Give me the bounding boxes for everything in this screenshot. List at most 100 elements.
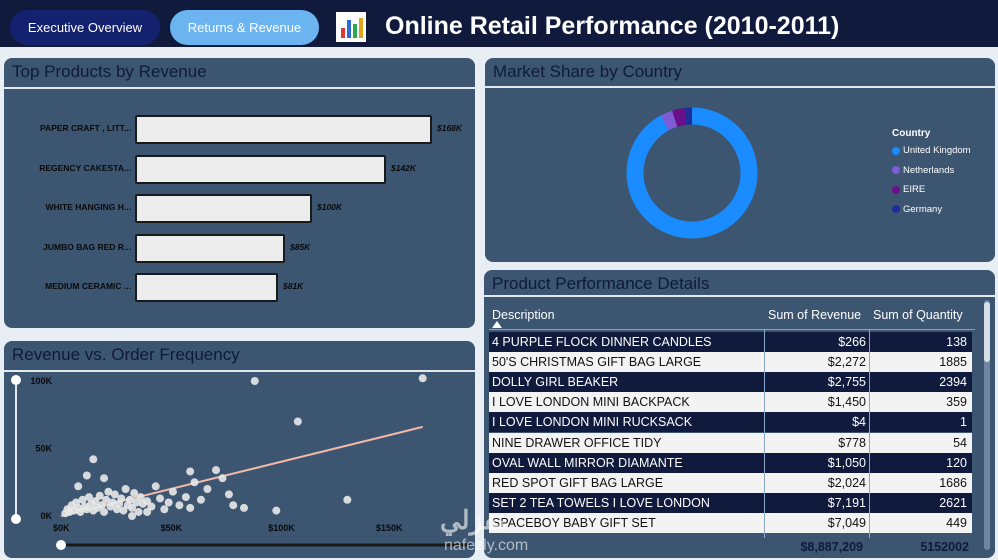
scatter-point[interactable] <box>132 498 141 507</box>
scatter-point[interactable] <box>97 501 106 510</box>
scatter-point[interactable] <box>293 417 302 426</box>
bar-value-label: $168K <box>437 123 463 133</box>
cell-quantity: 449 <box>946 515 967 530</box>
header-divider <box>489 329 975 330</box>
table-row[interactable]: 4 PURPLE FLOCK DINNER CANDLES $266 138 <box>489 332 972 352</box>
table-scrollbar[interactable] <box>984 300 990 550</box>
table-row[interactable]: I LOVE LONDON MINI BACKPACK $1,450 359 <box>489 392 972 413</box>
scatter-point[interactable] <box>229 501 238 510</box>
x-range-slider[interactable] <box>54 538 474 552</box>
scatter-point[interactable] <box>250 377 259 385</box>
nav-returns-revenue-button[interactable]: Returns & Revenue <box>170 10 319 45</box>
scatter-point[interactable] <box>147 502 156 511</box>
scatter-point[interactable] <box>74 482 83 491</box>
scatter-point[interactable] <box>82 505 91 514</box>
scatter-point[interactable] <box>151 482 160 491</box>
scatter-point[interactable] <box>212 466 221 475</box>
legend-item[interactable]: Netherlands <box>892 165 954 176</box>
scatter-point[interactable] <box>117 494 126 503</box>
product-details-panel: Product Performance Details Description … <box>484 270 995 558</box>
cell-revenue: $1,450 <box>827 395 866 410</box>
scatter-point[interactable] <box>186 467 195 476</box>
scatter-point[interactable] <box>95 491 104 500</box>
cell-revenue: $4 <box>852 415 866 430</box>
scatter-point[interactable] <box>196 495 205 504</box>
cell-quantity: 1686 <box>939 475 967 490</box>
cell-description: RED SPOT GIFT BAG LARGE <box>492 475 664 490</box>
scatter-point[interactable] <box>76 507 85 516</box>
scatter-point[interactable] <box>78 495 87 504</box>
scatter-point[interactable] <box>125 495 134 504</box>
scatter-point[interactable] <box>168 487 177 496</box>
column-header-revenue[interactable]: Sum of Revenue <box>768 308 862 322</box>
cell-description: I LOVE LONDON MINI BACKPACK <box>492 395 690 410</box>
column-header-quantity[interactable]: Sum of Quantity <box>873 308 963 322</box>
table-row[interactable]: NINE DRAWER OFFICE TIDY $778 54 <box>489 432 972 453</box>
scatter-point[interactable] <box>102 495 111 504</box>
scatter-point[interactable] <box>160 505 169 514</box>
scatter-point[interactable] <box>143 497 152 506</box>
scatter-point[interactable] <box>121 485 130 493</box>
scatter-point[interactable] <box>343 495 352 504</box>
scatter-point[interactable] <box>190 478 199 487</box>
product-bar[interactable] <box>135 115 432 144</box>
column-header-description[interactable]: Description <box>492 308 555 322</box>
product-bar[interactable] <box>135 273 278 302</box>
table-row[interactable]: OVAL WALL MIRROR DIAMANTE $1,050 120 <box>489 452 972 473</box>
y-slider-handle-top <box>11 375 21 385</box>
table-row[interactable]: SET 2 TEA TOWELS I LOVE LONDON $7,191 2621 <box>489 492 972 513</box>
panel-divider <box>484 295 995 297</box>
legend-swatch <box>892 146 900 155</box>
legend-item[interactable]: EIRE <box>892 184 925 195</box>
scatter-point[interactable] <box>108 498 117 507</box>
legend-label: EIRE <box>903 184 926 195</box>
scatter-point[interactable] <box>82 471 91 480</box>
scatter-point[interactable] <box>100 507 109 516</box>
scatter-point[interactable] <box>91 497 100 506</box>
scatter-point[interactable] <box>164 498 173 507</box>
scatter-point[interactable] <box>272 506 281 515</box>
table-row[interactable]: 50'S CHRISTMAS GIFT BAG LARGE $2,272 1885 <box>489 352 972 373</box>
scatter-point[interactable] <box>134 507 143 516</box>
nav-executive-overview-button[interactable]: Executive Overview <box>10 10 160 45</box>
table-row[interactable]: DOLLY GIRL BEAKER $2,755 2394 <box>489 372 972 393</box>
scatter-point[interactable] <box>104 487 113 496</box>
cell-description: 4 PURPLE FLOCK DINNER CANDLES <box>492 335 712 349</box>
scatter-point[interactable] <box>418 374 427 383</box>
scatter-point[interactable] <box>240 503 248 512</box>
scatter-point[interactable] <box>128 512 137 520</box>
scatter-point[interactable] <box>181 493 190 502</box>
product-bar[interactable] <box>135 154 386 184</box>
watermark: نفزلي nafezly.com <box>440 505 560 557</box>
table-row[interactable]: I LOVE LONDON MINI RUCKSACK $4 1 <box>489 412 972 433</box>
scatter-point[interactable] <box>84 493 93 502</box>
top-products-title: Top Products by Revenue <box>12 62 207 81</box>
scatter-point[interactable] <box>89 455 98 464</box>
scatter-point[interactable] <box>175 501 184 510</box>
sort-ascending-icon[interactable] <box>492 321 502 328</box>
scatter-point[interactable] <box>128 503 137 512</box>
scatter-point[interactable] <box>119 506 128 515</box>
scatter-point[interactable] <box>186 503 195 512</box>
scatter-point[interactable] <box>130 489 139 498</box>
table-row[interactable]: RED SPOT GIFT BAG LARGE $2,024 1686 <box>489 472 972 493</box>
bar-value-label: $85K <box>290 241 311 252</box>
scatter-point[interactable] <box>136 493 145 502</box>
scatter-point[interactable] <box>156 494 165 503</box>
scatter-point[interactable] <box>110 490 119 499</box>
scrollbar-thumb[interactable] <box>984 302 990 362</box>
scatter-point[interactable] <box>203 485 212 493</box>
y-tick-label: 0K <box>40 511 52 521</box>
product-bar[interactable] <box>135 233 285 263</box>
legend-item[interactable]: Germany <box>892 204 942 215</box>
y-range-slider[interactable] <box>6 374 26 524</box>
donut-slice[interactable] <box>626 107 758 239</box>
scatter-point[interactable] <box>143 507 152 516</box>
scatter-point[interactable] <box>218 474 227 483</box>
product-bar[interactable] <box>135 194 312 223</box>
scatter-point[interactable] <box>224 490 233 499</box>
legend-item[interactable]: United Kingdom <box>892 145 971 156</box>
scatter-point[interactable] <box>100 474 109 483</box>
table-row[interactable]: SPACEBOY BABY GIFT SET $7,049 449 <box>489 512 972 533</box>
donut-slice[interactable] <box>626 107 758 239</box>
